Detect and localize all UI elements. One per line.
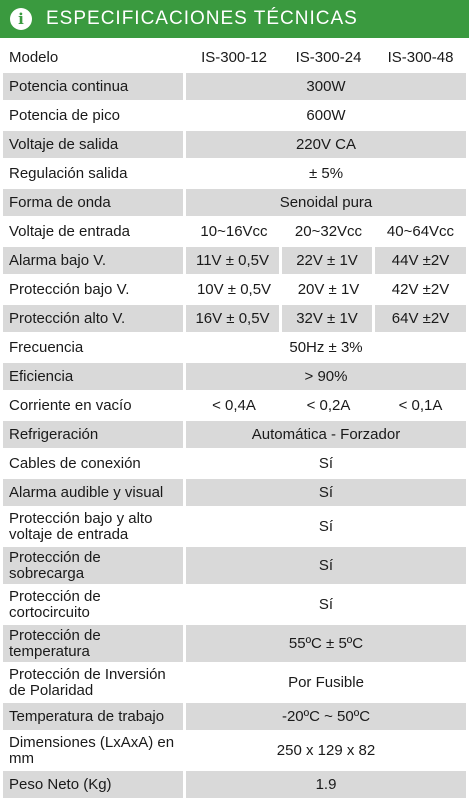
spec-row: Protección de sobrecarga Sí — [3, 547, 466, 584]
spec-value: < 0,1A — [398, 396, 443, 414]
spec-label: Voltaje de salida — [3, 131, 186, 158]
spec-row: Protección bajo V. 10V ± 0,5V 20V ± 1V 42V … — [3, 276, 466, 303]
spec-value: ± 5% — [308, 164, 344, 182]
spec-value: Senoidal pura — [186, 189, 466, 216]
spec-value: Automática - Forzador — [186, 421, 466, 448]
spec-label: Potencia de pico — [9, 106, 120, 124]
spec-value: 220V CA — [186, 131, 466, 158]
spec-value: 10V ± 0,5V — [196, 280, 272, 298]
spec-value: IS-300-48 — [387, 48, 454, 66]
spec-value: 50Hz ± 3% — [289, 338, 363, 356]
spec-label: Protección de temperatura — [3, 625, 186, 662]
spec-value: 250 x 129 x 82 — [276, 741, 376, 759]
spec-value: Sí — [186, 547, 466, 584]
spec-label: Peso Neto (Kg) — [3, 771, 186, 798]
spec-row: Forma de onda Senoidal pura — [3, 189, 466, 216]
spec-value: 55ºC ± 5ºC — [186, 625, 466, 662]
spec-value: Sí — [318, 454, 334, 472]
spec-value: 600W — [306, 106, 346, 124]
spec-value: -20ºC ~ 50ºC — [186, 703, 466, 730]
spec-value: 300W — [186, 73, 466, 100]
spec-value: Sí — [186, 479, 466, 506]
spec-value: Sí — [318, 595, 334, 613]
spec-label: Corriente en vacío — [9, 396, 132, 414]
spec-value: Por Fusible — [288, 673, 364, 691]
spec-label: Protección alto V. — [3, 305, 186, 332]
spec-row: Voltaje de entrada 10~16Vcc 20~32Vcc 40~64V… — [3, 218, 466, 245]
spec-value: 16V ± 0,5V — [186, 305, 282, 332]
spec-label: Frecuencia — [9, 338, 84, 356]
spec-label: Alarma audible y visual — [3, 479, 186, 506]
spec-label: Refrigeración — [3, 421, 186, 448]
spec-label: Potencia continua — [3, 73, 186, 100]
spec-row: Temperatura de trabajo -20ºC ~ 50ºC — [3, 703, 466, 730]
spec-label: Alarma bajo V. — [3, 247, 186, 274]
spec-value: < 0,4A — [212, 396, 256, 414]
spec-value: 44V ±2V — [375, 247, 466, 274]
spec-row: Regulación salida ± 5% — [3, 160, 466, 187]
spec-label: Protección bajo V. — [9, 280, 130, 298]
spec-row: Modelo IS-300-12 IS-300-24 IS-300-48 — [3, 44, 466, 71]
info-icon: i — [10, 8, 32, 30]
spec-value: 20~32Vcc — [294, 222, 363, 240]
spec-row: Peso Neto (Kg) 1.9 — [3, 771, 466, 798]
spec-value: 32V ± 1V — [282, 305, 375, 332]
spec-row: Potencia de pico 600W — [3, 102, 466, 129]
spec-label: Protección de sobrecarga — [3, 547, 186, 584]
spec-label: Modelo — [9, 48, 59, 66]
spec-label: Protección de Inversión de Polaridad — [9, 665, 166, 699]
spec-title: ESPECIFICACIONES TÉCNICAS — [46, 8, 358, 29]
spec-row: Protección bajo y alto voltaje de entrad… — [3, 508, 466, 545]
spec-row: Protección de temperatura 55ºC ± 5ºC — [3, 625, 466, 662]
spec-value: 40~64Vcc — [386, 222, 455, 240]
spec-label: Protección bajo y alto voltaje de entrad… — [9, 509, 153, 543]
spec-value: 64V ±2V — [375, 305, 466, 332]
spec-value: IS-300-12 — [201, 48, 267, 66]
spec-value: 10~16Vcc — [200, 222, 268, 240]
spec-value: 42V ±2V — [391, 280, 450, 298]
spec-label: Eficiencia — [3, 363, 186, 390]
spec-row: Cables de conexión Sí — [3, 450, 466, 477]
spec-table: Modelo IS-300-12 IS-300-24 IS-300-48 Potenci… — [3, 42, 466, 800]
spec-value: 1.9 — [186, 771, 466, 798]
spec-row: Protección alto V. 16V ± 0,5V 32V ± 1V 64V … — [3, 305, 466, 332]
spec-row: Voltaje de salida 220V CA — [3, 131, 466, 158]
spec-value: 20V ± 1V — [297, 280, 360, 298]
spec-value: 22V ± 1V — [282, 247, 375, 274]
spec-value: 11V ± 0,5V — [186, 247, 282, 274]
spec-label: Dimensiones (LxAxA) en mm — [9, 733, 175, 767]
spec-value: IS-300-24 — [295, 48, 362, 66]
spec-value: < 0,2A — [306, 396, 351, 414]
spec-label: Temperatura de trabajo — [3, 703, 186, 730]
spec-row: Dimensiones (LxAxA) en mm 250 x 129 x 82 — [3, 732, 466, 769]
spec-header: i ESPECIFICACIONES TÉCNICAS — [0, 0, 469, 38]
spec-row: Protección de cortocircuito Sí — [3, 586, 466, 623]
spec-row: Eficiencia > 90% — [3, 363, 466, 390]
spec-row: Refrigeración Automática - Forzador — [3, 421, 466, 448]
spec-label: Voltaje de entrada — [9, 222, 130, 240]
spec-row: Alarma audible y visual Sí — [3, 479, 466, 506]
spec-label: Regulación salida — [9, 164, 128, 182]
spec-row: Frecuencia 50Hz ± 3% — [3, 334, 466, 361]
spec-label: Cables de conexión — [9, 454, 141, 472]
spec-value: Sí — [318, 517, 334, 535]
spec-value: > 90% — [186, 363, 466, 390]
spec-row: Protección de Inversión de Polaridad Por … — [3, 664, 466, 701]
spec-row: Alarma bajo V. 11V ± 0,5V 22V ± 1V 44V ±2V — [3, 247, 466, 274]
spec-label: Protección de cortocircuito — [9, 587, 101, 621]
spec-row: Corriente en vacío < 0,4A < 0,2A < 0,1A — [3, 392, 466, 419]
spec-row: Potencia continua 300W — [3, 73, 466, 100]
spec-label: Forma de onda — [3, 189, 186, 216]
